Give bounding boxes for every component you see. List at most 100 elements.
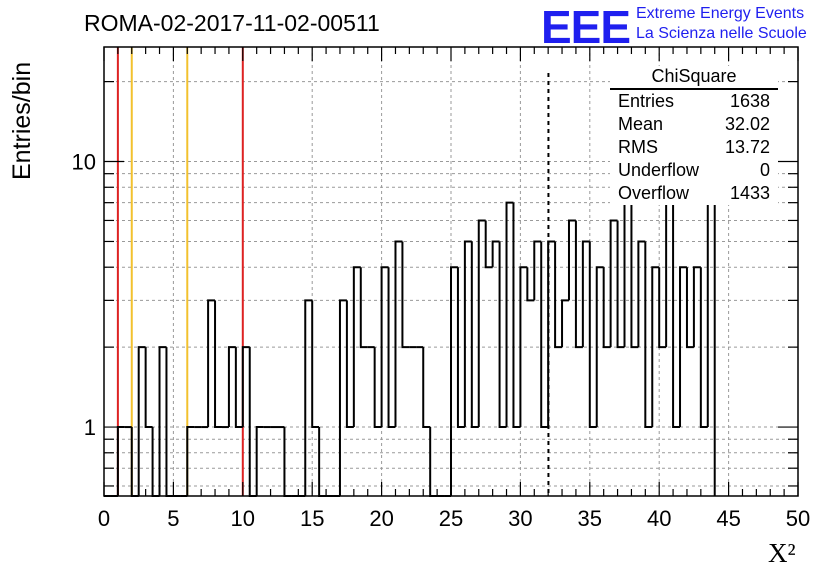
histogram-bin bbox=[234, 347, 243, 429]
histogram-bin bbox=[616, 220, 625, 349]
stats-row: Mean 32.02 bbox=[610, 113, 778, 136]
histogram-bin bbox=[345, 300, 354, 429]
histogram-bin bbox=[561, 299, 569, 348]
stats-value: 13.72 bbox=[724, 137, 770, 157]
stats-row: RMS 13.72 bbox=[610, 136, 778, 159]
logo-line-1: Extreme Energy Events bbox=[636, 5, 805, 22]
x-tick-label: 50 bbox=[786, 506, 810, 531]
stats-label: RMS bbox=[618, 137, 658, 157]
histogram-bin bbox=[602, 267, 611, 349]
histogram-bin bbox=[304, 299, 313, 496]
histogram-bin bbox=[450, 266, 458, 496]
y-tick-label: 10 bbox=[72, 150, 96, 175]
x-tick-label: 15 bbox=[300, 506, 324, 531]
histogram-bin bbox=[387, 267, 396, 429]
histogram-bin bbox=[477, 219, 486, 428]
chart-title: ROMA-02-2017-11-02-00511 bbox=[84, 10, 380, 36]
stats-label: Entries bbox=[618, 91, 675, 111]
x-axis-label: X² bbox=[768, 538, 796, 568]
axis-ticks bbox=[103, 47, 799, 496]
histogram-bin bbox=[214, 300, 222, 429]
histogram-bin bbox=[144, 347, 153, 429]
histogram-bin bbox=[672, 173, 681, 429]
x-tick-label: 25 bbox=[439, 506, 463, 531]
histogram-bin bbox=[207, 299, 216, 428]
histogram-bin bbox=[352, 266, 361, 428]
histogram-bin bbox=[595, 266, 604, 428]
histogram-bin bbox=[692, 266, 701, 348]
histogram-bin bbox=[373, 347, 382, 429]
stats-value: 1433 bbox=[729, 183, 770, 203]
stats-value: 32.02 bbox=[724, 114, 770, 134]
x-tick-label: 35 bbox=[578, 506, 602, 531]
stats-value: 1638 bbox=[729, 91, 770, 111]
histogram-bin bbox=[644, 241, 653, 429]
histogram-bin bbox=[637, 240, 646, 348]
histogram-bin bbox=[588, 241, 597, 429]
histogram-bin bbox=[498, 241, 507, 429]
histogram-bin bbox=[380, 266, 389, 428]
histogram-bin bbox=[679, 266, 687, 428]
histogram-bin bbox=[651, 266, 660, 428]
histogram-bin bbox=[394, 240, 403, 428]
histogram-bin bbox=[255, 426, 264, 496]
stats-row: Underflow 0 bbox=[610, 159, 778, 182]
x-tick-label: 20 bbox=[369, 506, 393, 531]
histogram-bin bbox=[581, 240, 590, 348]
histogram-bin bbox=[470, 241, 479, 429]
x-tick-label: 45 bbox=[716, 506, 740, 531]
stats-row: Overflow 1433 bbox=[610, 182, 778, 205]
stats-value: 0 bbox=[759, 160, 770, 180]
histogram-bin bbox=[401, 241, 410, 349]
histogram-bin bbox=[526, 267, 535, 302]
histogram-bin bbox=[685, 267, 694, 349]
x-tick-label: 10 bbox=[231, 506, 255, 531]
histogram-bin bbox=[540, 241, 549, 429]
histogram-bin bbox=[533, 240, 542, 301]
histogram-bin bbox=[630, 173, 639, 349]
stats-label: Overflow bbox=[618, 183, 690, 203]
stats-row: Entries 1638 bbox=[610, 90, 778, 113]
histogram bbox=[104, 113, 716, 497]
histogram-bin bbox=[554, 241, 563, 349]
histogram-bin bbox=[359, 267, 368, 349]
stats-label: Mean bbox=[618, 114, 664, 134]
histogram-bin bbox=[491, 240, 500, 268]
eee-logo: EEE bbox=[541, 1, 631, 53]
histogram-bin bbox=[158, 346, 167, 496]
histogram-bin bbox=[165, 347, 174, 497]
stats-box: ChiSquare Entries 1638 Mean 32.02 RMS 13.72… bbox=[610, 66, 778, 205]
histogram-bin bbox=[186, 426, 195, 496]
histogram-bin bbox=[311, 300, 320, 429]
histogram-bin bbox=[137, 346, 146, 496]
histogram-bin bbox=[512, 202, 521, 429]
histogram-bin bbox=[699, 267, 708, 429]
reference-lines bbox=[116, 47, 550, 496]
histogram-bin bbox=[547, 240, 556, 428]
x-tick-label: 40 bbox=[647, 506, 671, 531]
x-tick-label: 0 bbox=[98, 506, 110, 531]
histogram-bin bbox=[574, 220, 583, 349]
histogram-bin bbox=[338, 299, 347, 496]
logo-line-2: La Scienza nelle Scuole bbox=[636, 25, 807, 42]
histogram-bin bbox=[519, 266, 528, 428]
histogram-bin bbox=[609, 219, 618, 348]
x-tick-label: 30 bbox=[508, 506, 532, 531]
y-tick-label: 1 bbox=[84, 415, 96, 440]
histogram-bin bbox=[422, 347, 431, 429]
y-axis-label: Entries/bin bbox=[8, 61, 36, 180]
histogram-bin bbox=[567, 219, 576, 301]
stats-title: ChiSquare bbox=[610, 66, 778, 90]
stats-label: Underflow bbox=[618, 160, 700, 180]
tick-labels: 0 5 10 15 20 25 30 35 40 45 50 1 10 bbox=[72, 150, 811, 531]
x-tick-label: 5 bbox=[167, 506, 179, 531]
histogram-bin bbox=[505, 201, 514, 428]
histogram-bin bbox=[241, 346, 250, 428]
histogram-bin bbox=[484, 220, 493, 269]
histogram-bin bbox=[463, 240, 472, 428]
histogram-bin bbox=[456, 267, 465, 429]
histogram-bin bbox=[658, 267, 667, 349]
histogram-bin bbox=[227, 346, 236, 428]
histogram-bin bbox=[248, 347, 257, 497]
